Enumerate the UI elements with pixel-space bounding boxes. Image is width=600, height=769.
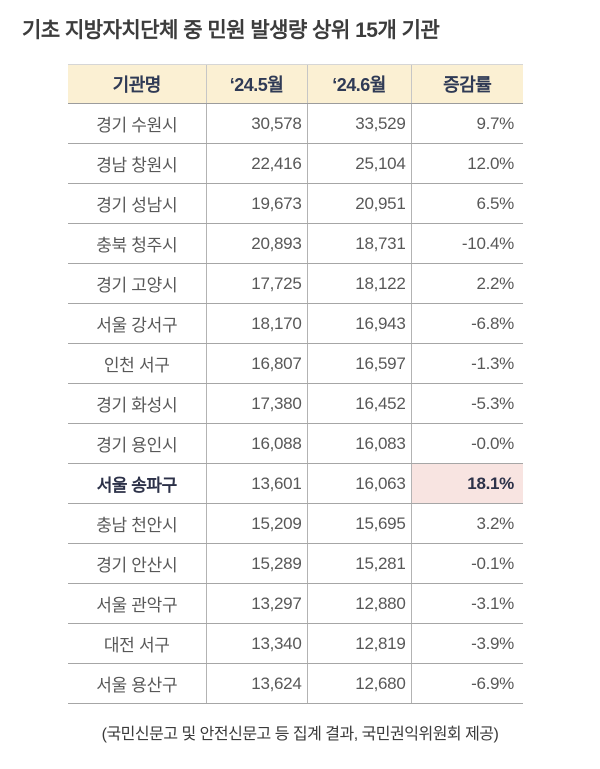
cell-june-value: 33,529 — [306, 103, 411, 144]
cell-may-value: 13,624 — [205, 663, 307, 704]
cell-may-value: 17,725 — [205, 263, 307, 304]
cell-agency-name: 경기 고양시 — [68, 263, 206, 304]
cell-june-value: 16,083 — [306, 423, 411, 464]
table-row: 서울 용산구 13,624 12,680 -6.9% — [68, 663, 523, 704]
cell-agency-name: 경남 창원시 — [68, 143, 206, 184]
cell-june-value: 12,880 — [306, 583, 411, 624]
cell-agency-name: 충남 천안시 — [68, 503, 206, 544]
cell-june-value: 12,819 — [306, 623, 411, 664]
cell-june-value: 20,951 — [306, 183, 411, 224]
cell-change-rate: 2.2% — [410, 263, 523, 304]
table-row: 경남 창원시 22,416 25,104 12.0% — [68, 143, 523, 184]
cell-agency-name: 경기 용인시 — [68, 423, 206, 464]
table-row: 충남 천안시 15,209 15,695 3.2% — [68, 503, 523, 544]
complaints-table: 기관명 ‘24.5월 ‘24.6월 증감률 경기 수원시 30,578 33,529… — [68, 64, 523, 704]
cell-may-value: 19,673 — [205, 183, 307, 224]
cell-may-value: 15,289 — [205, 543, 307, 584]
cell-agency-name: 충북 청주시 — [68, 223, 206, 264]
page-title: 기초 지방자치단체 중 민원 발생량 상위 15개 기관 — [22, 19, 440, 42]
table-row: 경기 성남시 19,673 20,951 6.5% — [68, 183, 523, 224]
cell-change-rate: -0.0% — [410, 423, 523, 464]
cell-june-value: 15,281 — [306, 543, 411, 584]
cell-may-value: 16,088 — [205, 423, 307, 464]
cell-change-rate: -3.1% — [410, 583, 523, 624]
cell-agency-name: 서울 관악구 — [68, 583, 206, 624]
cell-may-value: 15,209 — [205, 503, 307, 544]
cell-may-value: 30,578 — [205, 103, 307, 144]
table-row: 서울 관악구 13,297 12,880 -3.1% — [68, 583, 523, 624]
cell-may-value: 17,380 — [205, 383, 307, 424]
cell-may-value: 18,170 — [205, 303, 307, 344]
cell-change-rate: 3.2% — [410, 503, 523, 544]
table-row: 경기 안산시 15,289 15,281 -0.1% — [68, 543, 523, 584]
table-row: 경기 용인시 16,088 16,083 -0.0% — [68, 423, 523, 464]
cell-june-value: 16,452 — [306, 383, 411, 424]
cell-agency-name: 서울 용산구 — [68, 663, 206, 704]
cell-change-rate: -10.4% — [410, 223, 523, 264]
source-caption: (국민신문고 및 안전신문고 등 집계 결과, 국민권익위원회 제공) — [101, 726, 499, 743]
header-change-rate: 증감률 — [410, 64, 523, 104]
cell-agency-name: 대전 서구 — [68, 623, 206, 664]
cell-june-value: 18,122 — [306, 263, 411, 304]
cell-change-rate: 6.5% — [410, 183, 523, 224]
cell-june-value: 15,695 — [306, 503, 411, 544]
cell-june-value: 25,104 — [306, 143, 411, 184]
cell-agency-name: 경기 성남시 — [68, 183, 206, 224]
cell-may-value: 22,416 — [205, 143, 307, 184]
table-row: 경기 수원시 30,578 33,529 9.7% — [68, 103, 523, 144]
table-row: 경기 화성시 17,380 16,452 -5.3% — [68, 383, 523, 424]
header-row: 기관명 ‘24.5월 ‘24.6월 증감률 — [68, 64, 523, 104]
table-row: 인천 서구 16,807 16,597 -1.3% — [68, 343, 523, 384]
cell-june-value: 16,597 — [306, 343, 411, 384]
cell-change-rate: -3.9% — [410, 623, 523, 664]
table-row: 서울 강서구 18,170 16,943 -6.8% — [68, 303, 523, 344]
cell-agency-name: 경기 화성시 — [68, 383, 206, 424]
cell-change-rate: 18.1% — [410, 463, 523, 504]
table-body: 경기 수원시 30,578 33,529 9.7% 경남 창원시 22,416 25,104… — [68, 103, 523, 704]
cell-agency-name: 서울 강서구 — [68, 303, 206, 344]
cell-change-rate: -5.3% — [410, 383, 523, 424]
cell-june-value: 16,063 — [306, 463, 411, 504]
table-header: 기관명 ‘24.5월 ‘24.6월 증감률 — [68, 64, 523, 104]
cell-change-rate: -6.8% — [410, 303, 523, 344]
cell-june-value: 18,731 — [306, 223, 411, 264]
table-row: 충북 청주시 20,893 18,731 -10.4% — [68, 223, 523, 264]
cell-may-value: 16,807 — [205, 343, 307, 384]
cell-agency-name: 경기 안산시 — [68, 543, 206, 584]
cell-june-value: 16,943 — [306, 303, 411, 344]
cell-june-value: 12,680 — [306, 663, 411, 704]
header-may-2024: ‘24.5월 — [205, 64, 307, 104]
table-row: 대전 서구 13,340 12,819 -3.9% — [68, 623, 523, 664]
cell-change-rate: -1.3% — [410, 343, 523, 384]
cell-may-value: 13,340 — [205, 623, 307, 664]
cell-change-rate: -0.1% — [410, 543, 523, 584]
cell-agency-name: 경기 수원시 — [68, 103, 206, 144]
cell-may-value: 20,893 — [205, 223, 307, 264]
cell-may-value: 13,297 — [205, 583, 307, 624]
cell-agency-name: 서울 송파구 — [68, 463, 206, 504]
cell-agency-name: 인천 서구 — [68, 343, 206, 384]
table-row: 서울 송파구 13,601 16,063 18.1% — [68, 463, 523, 504]
cell-change-rate: -6.9% — [410, 663, 523, 704]
cell-change-rate: 12.0% — [410, 143, 523, 184]
cell-change-rate: 9.7% — [410, 103, 523, 144]
table-row: 경기 고양시 17,725 18,122 2.2% — [68, 263, 523, 304]
cell-may-value: 13,601 — [205, 463, 307, 504]
header-june-2024: ‘24.6월 — [306, 64, 411, 104]
header-agency: 기관명 — [68, 64, 206, 104]
